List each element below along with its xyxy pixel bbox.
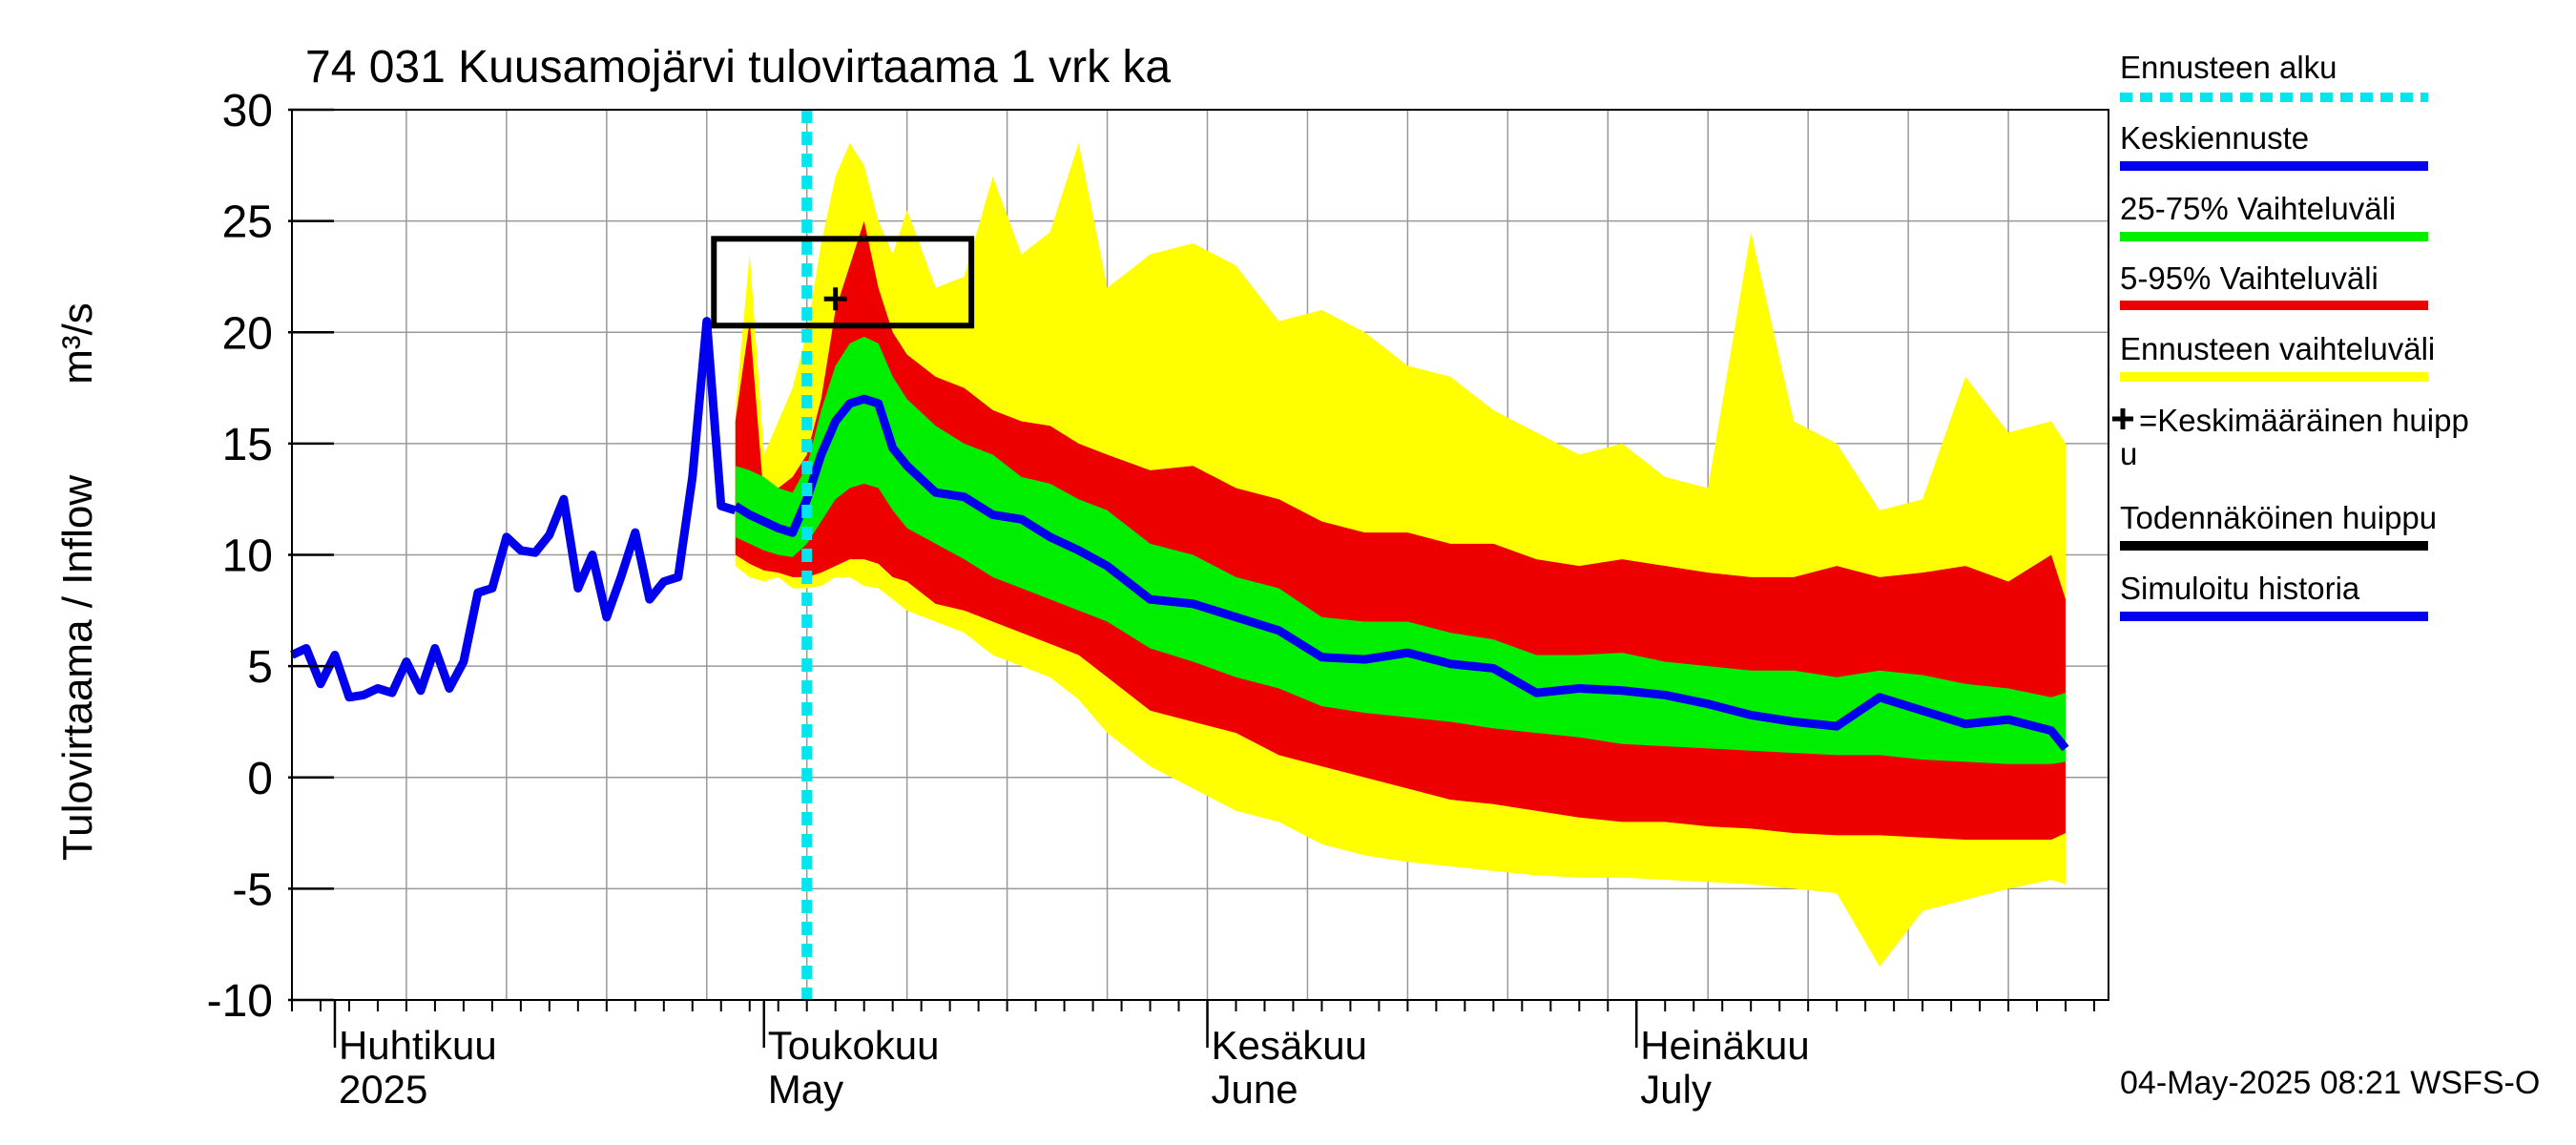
forecast-lines xyxy=(290,110,2069,1000)
probable-peak-box xyxy=(711,236,975,329)
y-tick-label: 25 xyxy=(222,198,273,248)
y-tick-label: 15 xyxy=(222,420,273,470)
x-month-label-fi: Kesäkuu xyxy=(1211,1023,1366,1068)
chart-title: 74 031 Kuusamojärvi tulovirtaama 1 vrk k… xyxy=(305,42,1171,93)
forecast-bands xyxy=(735,142,2067,968)
x-month-label-fi: Heinäkuu xyxy=(1640,1023,1809,1068)
legend-label: Keskiennuste xyxy=(2120,120,2309,156)
y-axis-title: Tulovirtaama / Inflow xyxy=(54,475,101,862)
median-forecast-line xyxy=(733,394,2069,752)
y-tick-label: 20 xyxy=(222,308,273,359)
x-month-label-en: July xyxy=(1640,1067,1712,1112)
y-tick-label: 0 xyxy=(247,754,273,804)
timestamp: 04-May-2025 08:21 WSFS-O xyxy=(2120,1065,2540,1101)
legend-label: 25-75% Vaihteluväli xyxy=(2120,191,2396,226)
y-tick-label: 30 xyxy=(222,86,273,136)
legend-label: Ennusteen alku xyxy=(2120,50,2337,85)
axes xyxy=(288,108,2109,1048)
legend-label: Ennusteen vaihteluväli xyxy=(2120,331,2435,366)
x-month-label-en: May xyxy=(768,1067,843,1112)
legend-label: u xyxy=(2120,436,2137,471)
legend-label: Simuloitu historia xyxy=(2120,571,2360,606)
y-tick-label: -5 xyxy=(232,864,273,915)
x-month-label-fi: Toukokuu xyxy=(768,1023,940,1068)
x-month-label-en: June xyxy=(1211,1067,1298,1112)
range-25-75-band xyxy=(735,336,2067,764)
x-month-label-en: 2025 xyxy=(339,1067,427,1112)
y-tick-label: -10 xyxy=(207,976,273,1027)
legend: Ennusteen alku Keskiennuste 25-75% Vaihtel… xyxy=(2112,50,2469,621)
y-tick-label: 5 xyxy=(247,642,273,693)
legend-label: Todennäköinen huippu xyxy=(2120,500,2437,535)
simulated-history-line xyxy=(290,317,737,702)
legend-label: 5-95% Vaihteluväli xyxy=(2120,260,2379,296)
y-axis-unit: m³/s xyxy=(54,302,101,385)
y-axis-labels: -10 -5 0 5 10 15 20 25 30 xyxy=(207,86,273,1027)
legend-label: =Keskimääräinen huipp xyxy=(2139,403,2469,438)
x-month-label-fi: Huhtikuu xyxy=(339,1023,497,1068)
y-tick-label: 10 xyxy=(222,531,273,582)
